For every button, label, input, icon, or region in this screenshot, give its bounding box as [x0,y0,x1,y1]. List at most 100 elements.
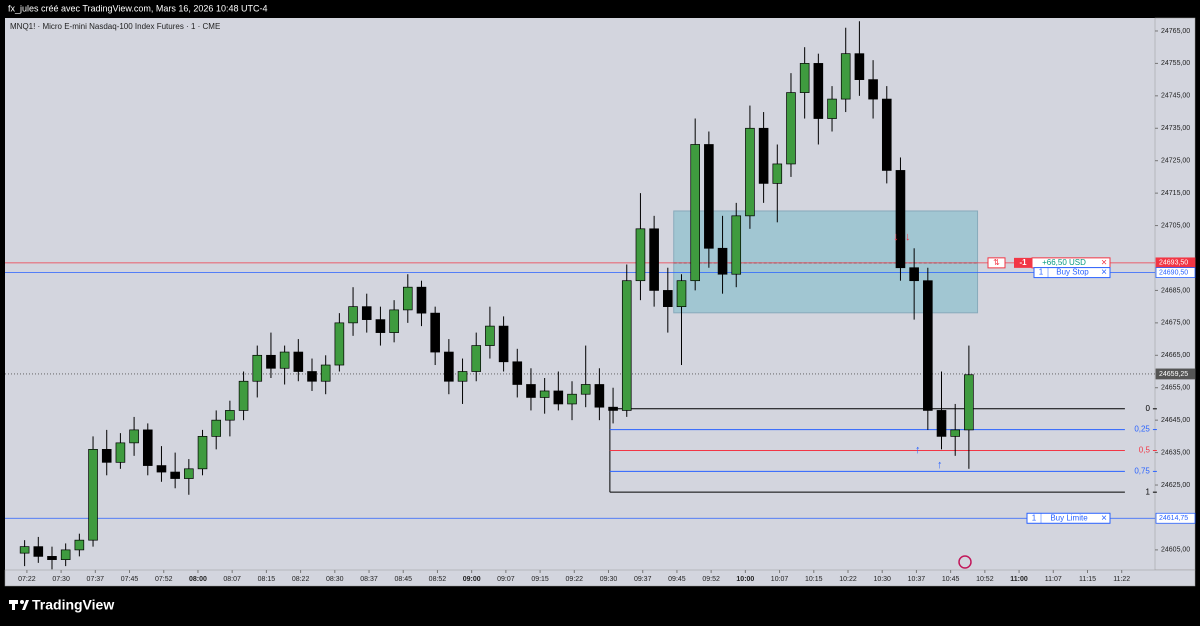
x-tick-label: 10:15 [805,576,823,583]
candle-body [60,549,71,560]
x-tick-label: 09:30 [600,576,618,583]
y-tick-label: 24605,00 [1161,547,1190,554]
candle-body [334,322,345,366]
candle-body [211,419,222,437]
candle-body [854,53,865,80]
candle-body [471,345,482,372]
time-axis [4,569,1196,587]
y-tick-label: 24745,00 [1161,93,1190,100]
candle-body [361,306,372,320]
candle-body [635,228,646,282]
candle-body [19,546,30,554]
candle-body [690,144,700,282]
x-tick-label: 08:37 [360,576,378,583]
candle-body [827,98,837,119]
price-label: 24690,50 [1159,269,1188,276]
x-tick-label: 10:52 [976,576,994,583]
x-tick-label: 08:00 [189,576,207,583]
fib-label: 0 [1145,404,1150,413]
logo-mark [20,600,24,604]
candle-body [430,312,440,353]
order-box [1033,267,1111,279]
x-tick-label: 08:07 [223,576,241,583]
candle-body [813,63,824,119]
x-tick-label: 07:37 [87,576,105,583]
candle-body [238,380,249,411]
order-icon-box [987,257,1006,269]
order-qty: -1 [1019,258,1027,267]
order-close[interactable]: × [1101,513,1107,524]
order-qty: 1 [1039,268,1044,277]
candle-body [402,286,413,311]
candle-body [416,286,427,314]
candle-body [457,371,468,382]
x-tick-label: 10:37 [908,576,926,583]
candle-body [512,361,523,385]
candle-body [621,280,632,411]
x-tick-label: 07:30 [52,576,70,583]
x-tick-label: 10:00 [736,576,754,583]
candle-body [580,384,591,395]
plot-area [5,18,1155,570]
candle-body [47,556,57,560]
y-tick-label: 24735,00 [1161,125,1190,132]
x-tick-label: 10:07 [771,576,789,583]
order-close[interactable]: × [1101,258,1107,269]
logo-mark [22,600,29,610]
x-tick-label: 08:22 [292,576,310,583]
header-text: fx_jules créé avec TradingView.com, Mars… [8,3,267,13]
x-tick-label: 09:15 [531,576,549,583]
order-pnl: +66,50 USD [1042,258,1086,267]
candle-body [184,468,194,479]
y-tick-label: 24665,00 [1161,352,1190,359]
candle-body [964,374,974,431]
candle-body [266,354,276,369]
candle-body [553,390,564,405]
x-tick-label: 07:52 [155,576,173,583]
candle-body [526,384,536,398]
candle-body [758,127,769,184]
candle-body [498,325,509,363]
candle-body [156,465,167,473]
x-tick-label: 10:45 [942,576,960,583]
candle-body [115,442,126,463]
candle-body [936,410,947,437]
x-tick-label: 08:45 [394,576,412,583]
x-tick-label: 08:52 [429,576,447,583]
x-tick-label: 11:22 [1113,576,1130,583]
x-tick-label: 11:07 [1045,576,1062,583]
candle-body [293,351,304,372]
trade-marker: ↑ [937,459,943,471]
candle-body [444,351,454,382]
fib-label: 0,25 [1134,425,1150,434]
y-tick-label: 24635,00 [1161,449,1190,456]
candle-body [170,471,180,479]
order-qty: 1 [1032,513,1037,522]
price-label-box [1155,368,1196,380]
candle-body [320,364,331,382]
x-tick-label: 09:07 [497,576,515,583]
fib-label: 0,5 [1139,446,1151,455]
price-label: 24693,50 [1159,260,1188,267]
x-tick-label: 09:22 [566,576,584,583]
y-tick-label: 24725,00 [1161,158,1190,165]
order-close[interactable]: × [1101,267,1107,278]
order-box [1026,512,1111,524]
candle-body [389,309,399,333]
candle-body [649,228,659,291]
candle-body [129,429,139,444]
price-label: 24614,75 [1159,515,1188,522]
fib-label: 1 [1145,487,1150,496]
x-tick-label: 07:22 [18,576,36,583]
alert-icon[interactable] [958,555,972,569]
candle-body [950,429,960,437]
y-tick-label: 24655,00 [1161,385,1190,392]
candle-body [608,406,618,411]
trade-marker: ↓ [905,231,911,243]
candle-body [142,429,153,466]
x-tick-label: 10:22 [839,576,857,583]
candle-body [74,539,85,551]
x-tick-label: 09:45 [668,576,686,583]
candle-body [33,546,44,557]
